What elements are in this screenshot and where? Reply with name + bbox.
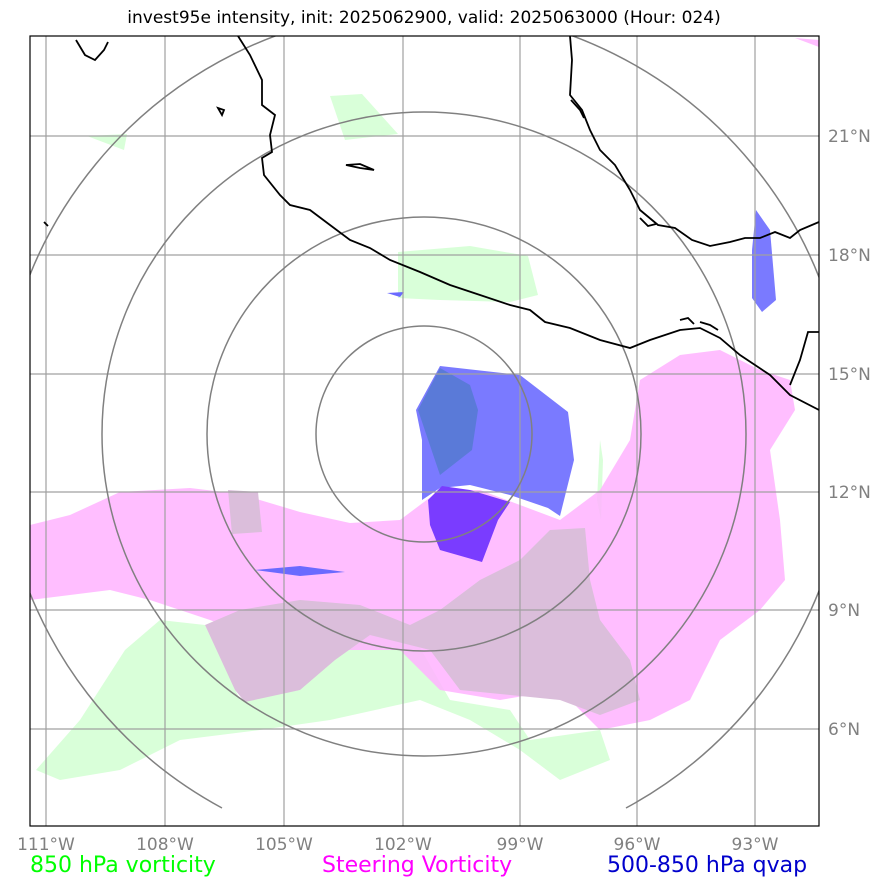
- qvap-region: [387, 292, 404, 297]
- lat-tick-labels: 21°N 18°N 15°N 12°N 9°N 6°N: [828, 127, 871, 740]
- plot-area: [30, 36, 819, 826]
- lon-tick-label: 102°W: [374, 835, 432, 855]
- lat-tick-label: 18°N: [828, 246, 871, 266]
- vorticity-850-region: [87, 134, 127, 150]
- vorticity-850-layer: [36, 94, 610, 780]
- range-ring: [315, 325, 533, 543]
- qvap-region: [255, 566, 345, 576]
- legend-qvap: 500-850 hPa qvap: [607, 853, 808, 878]
- lat-tick-label: 21°N: [828, 127, 871, 147]
- coastline-baja: [75, 39, 109, 62]
- lat-tick-label: 9°N: [828, 601, 860, 621]
- overlap-region: [205, 528, 640, 715]
- coastline-central-america: [789, 331, 819, 386]
- vorticity-850-region: [398, 246, 538, 302]
- lon-tick-label: 111°W: [17, 835, 75, 855]
- lat-tick-label: 12°N: [828, 483, 871, 503]
- steering-vorticity-region: [795, 38, 819, 47]
- coastline-detail: [699, 321, 719, 331]
- overlap-layer: [205, 490, 640, 715]
- qvap-region: [418, 368, 478, 475]
- legend-steering-vorticity: Steering Vorticity: [322, 853, 513, 878]
- qvap-layer: [255, 210, 776, 576]
- coastline-mexico-pacific: [237, 36, 819, 411]
- lon-tick-label: 105°W: [255, 835, 313, 855]
- vorticity-850-region: [36, 620, 610, 780]
- coastline-detail: [639, 217, 657, 227]
- coastline-detail: [679, 317, 695, 325]
- qvap-dark-region: [428, 486, 510, 562]
- plot-frame: [29, 35, 820, 827]
- lat-tick-label: 15°N: [828, 365, 871, 385]
- lon-tick-label: 93°W: [732, 835, 779, 855]
- overlap-region: [228, 490, 262, 534]
- lon-tick-label: 96°W: [614, 835, 661, 855]
- coastline-gulf: [569, 36, 819, 247]
- qvap-region: [752, 210, 776, 312]
- legend-850-vorticity: 850 hPa vorticity: [30, 853, 216, 878]
- lat-tick-label: 6°N: [828, 720, 860, 740]
- lon-tick-label: 99°W: [497, 835, 544, 855]
- range-rings: [30, 36, 819, 809]
- island-coast: [345, 163, 375, 171]
- lon-tick-label: 108°W: [136, 835, 194, 855]
- gridlines: [30, 36, 819, 826]
- island-coast: [216, 106, 226, 118]
- island-coast: [43, 221, 49, 227]
- coastlines: [43, 36, 819, 411]
- lon-tick-labels: 111°W 108°W 105°W 102°W 99°W 96°W 93°W: [17, 835, 779, 855]
- coastline-yucatan-inlet: [570, 99, 585, 119]
- range-ring: [101, 111, 747, 757]
- map-title: invest95e intensity, init: 2025062900, v…: [127, 8, 721, 28]
- range-ring: [206, 216, 642, 652]
